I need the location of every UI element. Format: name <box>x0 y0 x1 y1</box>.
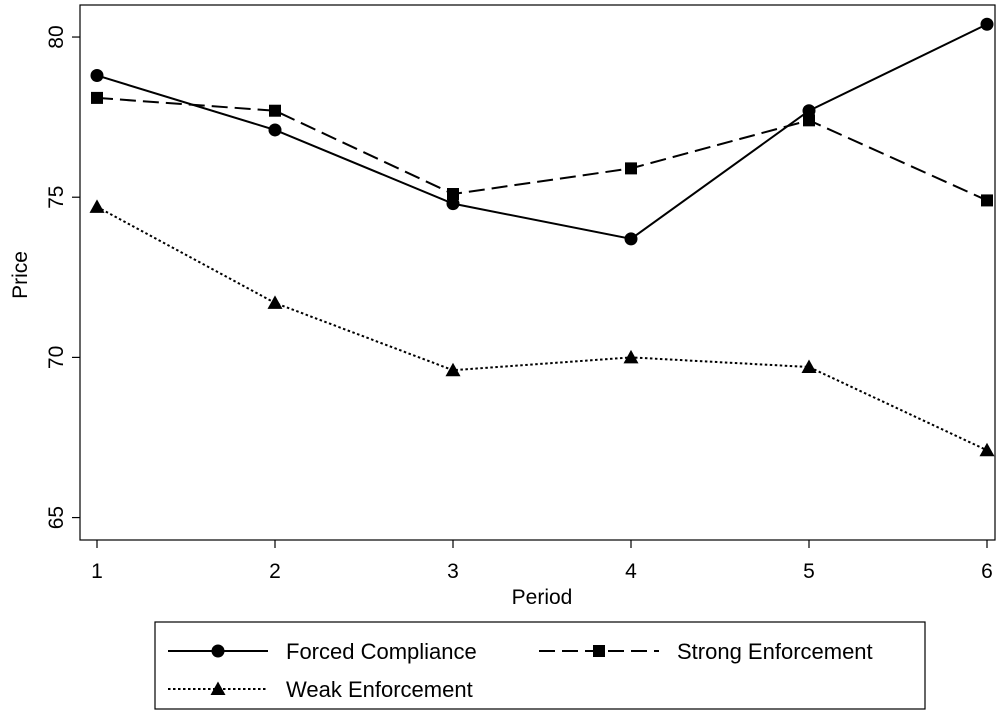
legend-marker-forced-compliance <box>211 644 225 658</box>
y-axis: 65 70 75 80 <box>45 25 80 529</box>
y-tick-label: 80 <box>45 25 68 48</box>
legend-label-weak-enforcement: Weak Enforcement <box>286 677 473 702</box>
x-tick-label: 6 <box>981 560 993 583</box>
x-tick-label: 1 <box>91 560 103 583</box>
data-point-weak-enforcement <box>89 199 105 213</box>
x-axis-label: Period <box>512 586 573 609</box>
data-point-weak-enforcement <box>801 359 817 374</box>
legend-label-strong-enforcement: Strong Enforcement <box>677 639 873 664</box>
data-point-strong-enforcement <box>625 162 637 175</box>
legend-item-strong-enforcement: Strong Enforcement <box>539 639 873 664</box>
legend-box <box>154 621 926 710</box>
series-line-strong-enforcement <box>96 96 988 202</box>
x-tick-label: 2 <box>269 560 281 583</box>
legend-marker-strong-enforcement <box>593 645 605 657</box>
y-tick-label: 70 <box>45 346 68 369</box>
data-point-strong-enforcement <box>803 114 815 127</box>
x-axis: 1 2 3 4 5 6 <box>91 540 993 583</box>
series-forced-compliance <box>90 17 994 246</box>
legend-item-weak-enforcement: Weak Enforcement <box>168 677 473 702</box>
y-tick-label: 65 <box>45 506 68 529</box>
series-weak-enforcement <box>89 199 995 457</box>
series-strong-enforcement <box>91 91 993 207</box>
data-point-strong-enforcement <box>447 188 459 201</box>
data-point-weak-enforcement <box>445 362 461 377</box>
data-point-forced-compliance <box>802 104 816 118</box>
legend: Forced Compliance Strong Enforcement Weak … <box>154 621 926 710</box>
series-line-weak-enforcement <box>96 205 988 452</box>
data-point-weak-enforcement <box>979 442 995 457</box>
series-layer <box>89 17 995 457</box>
x-tick-label: 4 <box>625 560 637 583</box>
data-point-weak-enforcement <box>623 349 639 364</box>
legend-label-forced-compliance: Forced Compliance <box>286 639 477 664</box>
x-tick-label: 3 <box>447 560 459 583</box>
data-point-forced-compliance <box>90 68 104 82</box>
data-point-strong-enforcement <box>91 91 103 104</box>
data-point-strong-enforcement <box>269 104 281 117</box>
legend-item-forced-compliance: Forced Compliance <box>168 639 477 664</box>
data-point-forced-compliance <box>624 232 638 246</box>
legend-marker-weak-enforcement <box>210 681 226 695</box>
data-point-forced-compliance <box>446 197 460 211</box>
series-line-forced-compliance <box>96 23 988 240</box>
data-point-weak-enforcement <box>267 295 283 309</box>
data-point-forced-compliance <box>268 123 282 137</box>
y-tick-label: 75 <box>45 186 68 209</box>
data-point-strong-enforcement <box>981 194 993 207</box>
y-axis-label: Price <box>9 251 32 299</box>
x-tick-label: 5 <box>803 560 815 583</box>
data-point-forced-compliance <box>980 17 994 31</box>
plot-frame <box>79 4 996 541</box>
